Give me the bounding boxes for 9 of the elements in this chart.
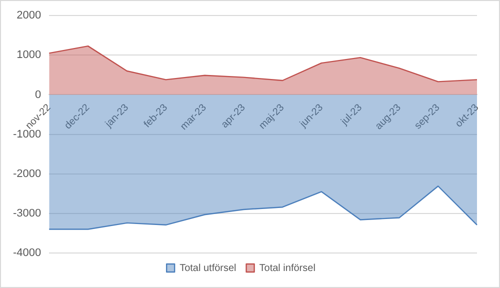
legend-label: Total införsel <box>259 262 316 274</box>
legend-label: Total utförsel <box>180 262 236 274</box>
y-tick-label: 1000 <box>16 49 42 62</box>
y-tick-label: -4000 <box>12 247 42 260</box>
y-tick-label: 2000 <box>16 10 42 22</box>
y-tick-label: -3000 <box>12 207 42 220</box>
y-tick-label: 0 <box>35 88 42 101</box>
y-tick-label: -1000 <box>12 128 42 140</box>
y-tick-label: -2000 <box>12 168 42 180</box>
